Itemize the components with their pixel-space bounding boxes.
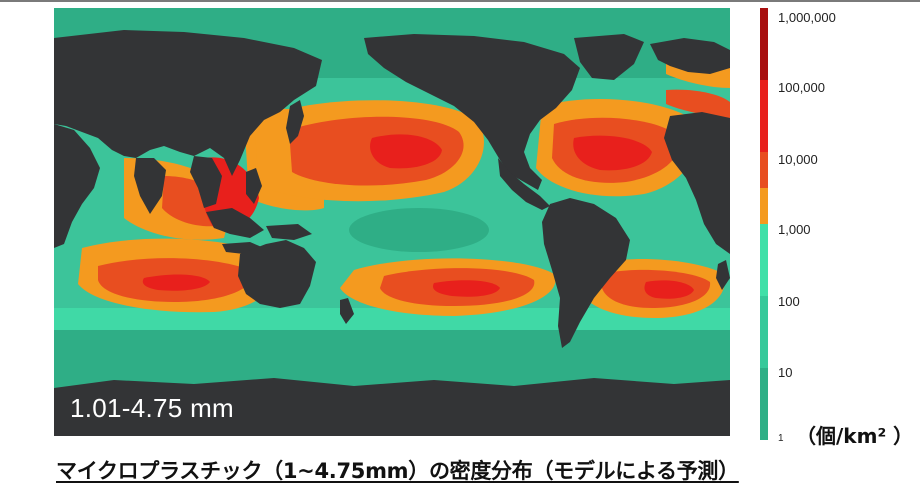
- legend-label-10000: 10,000: [778, 152, 818, 167]
- color-bar-band-10-1e2: [760, 296, 768, 368]
- south-atlantic-gyre-core: [644, 280, 694, 299]
- mediterranean-sea: [666, 89, 730, 118]
- color-bar-band-10-1e2-top: [760, 224, 768, 296]
- land-masses: [54, 30, 730, 436]
- legend-label-100000: 100,000: [778, 80, 825, 95]
- legend-unit: （個/km² ）: [796, 424, 914, 448]
- south-pacific-gyre-core: [432, 280, 500, 297]
- north-atlantic-gyre-core: [573, 135, 652, 171]
- particle-size-label: 1.01-4.75 mm: [70, 393, 235, 423]
- top-rule: [0, 0, 920, 2]
- figure-caption: マイクロプラスチック（1~4.75mm）の密度分布（モデルによる予測）: [56, 459, 739, 483]
- legend-label-1000000: 1,000,000: [778, 10, 836, 25]
- indian-ocean-gyre-core: [142, 274, 210, 291]
- legend-label-1: 1: [778, 433, 784, 444]
- legend-label-100: 100: [778, 294, 800, 309]
- legend-label-10: 10: [778, 365, 793, 380]
- north-pacific-gyre-core: [370, 134, 442, 169]
- color-bar-band-1e4-1e5: [760, 80, 768, 152]
- color-bar-band-1e5-1e6: [760, 8, 768, 80]
- color-bar: [760, 8, 768, 440]
- color-bar-band-1-10: [760, 368, 768, 440]
- world-map-graphic: [54, 8, 730, 436]
- equatorial-pacific-low: [349, 208, 489, 252]
- density-map: 1.01-4.75 mm: [54, 8, 730, 436]
- color-bar-band-orange: [760, 152, 768, 224]
- legend-label-1000: 1,000: [778, 222, 811, 237]
